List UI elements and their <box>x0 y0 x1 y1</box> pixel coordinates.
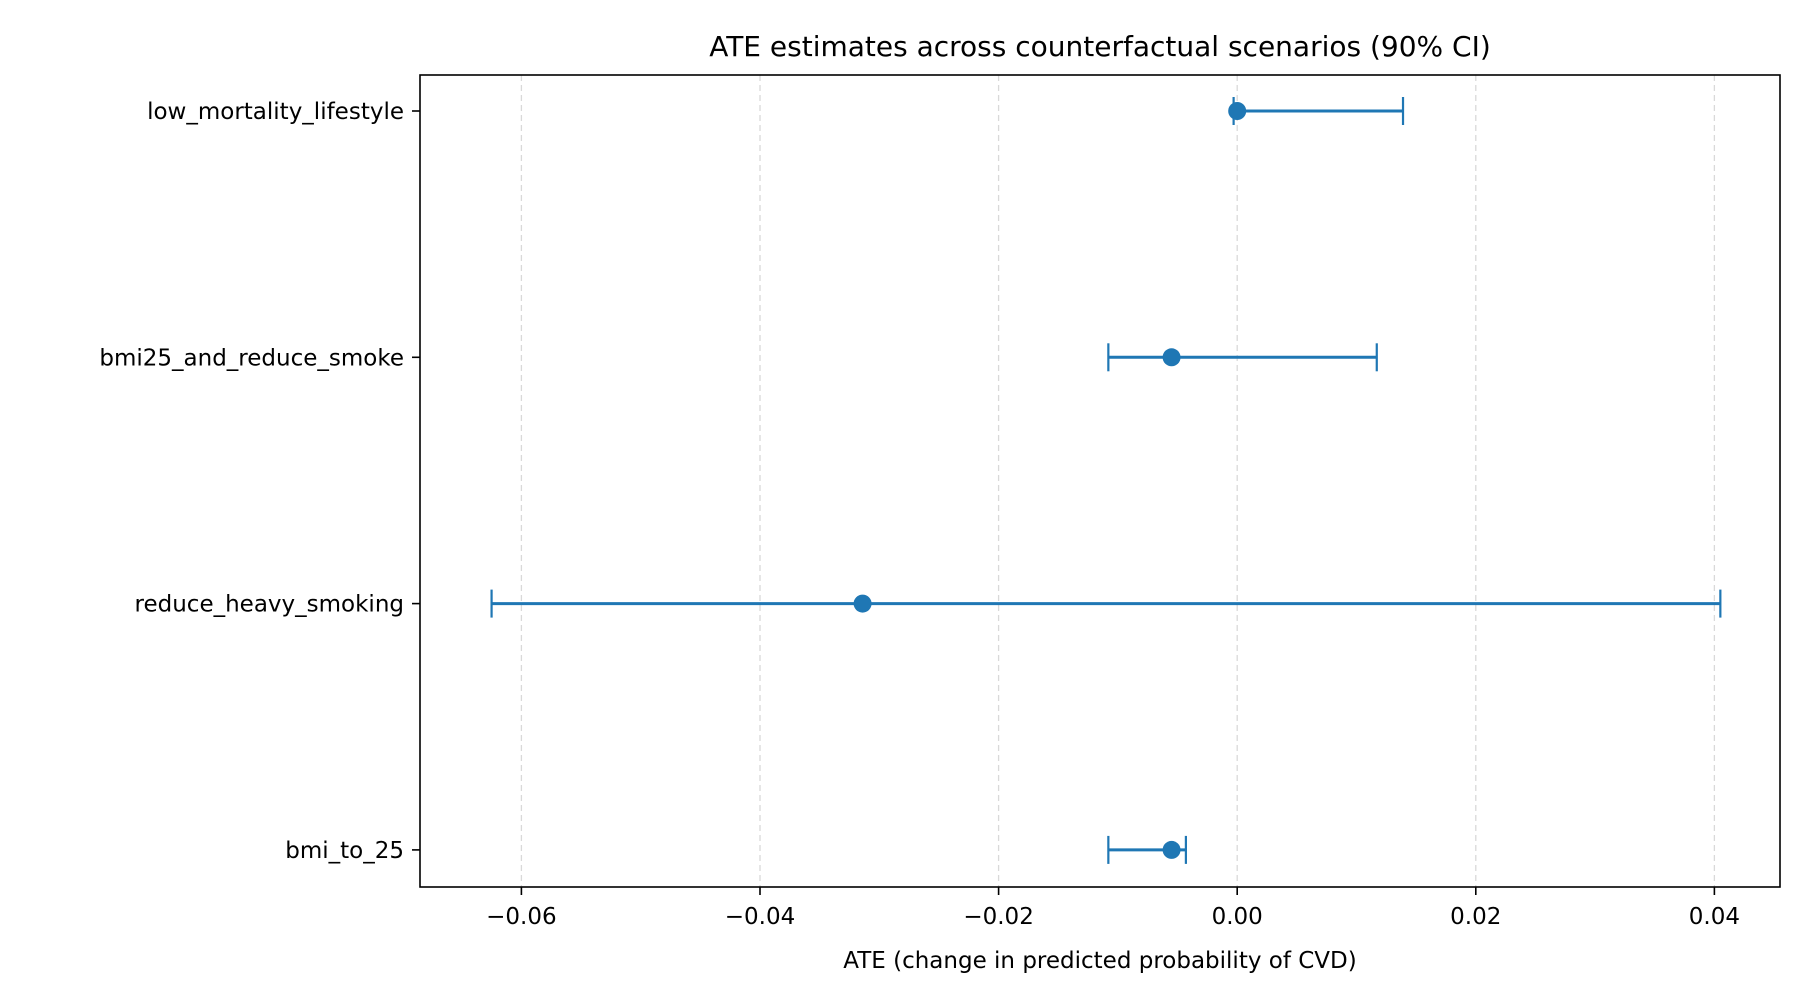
ate-point <box>1162 840 1181 859</box>
ate-point <box>853 594 872 613</box>
ate-point <box>1162 348 1181 367</box>
chart-title: ATE estimates across counterfactual scen… <box>709 30 1491 63</box>
y-tick-label: low_mortality_lifestyle <box>147 99 404 125</box>
plot-frame <box>419 74 1781 888</box>
y-tick-label: bmi_to_25 <box>285 838 404 864</box>
y-axis-ticks: low_mortality_lifestyle bmi25_and_reduce_… <box>99 99 420 864</box>
x-tick-label: −0.06 <box>486 904 556 930</box>
x-tick-label: 0.02 <box>1450 904 1501 930</box>
x-axis-label: ATE (change in predicted probability of … <box>843 948 1356 974</box>
marks-layer <box>490 97 1722 864</box>
x-tick-label: −0.04 <box>725 904 795 930</box>
x-axis-ticks: −0.06 −0.04 −0.02 0.00 0.02 0.04 <box>486 887 1740 930</box>
x-tick-label: 0.00 <box>1212 904 1263 930</box>
x-tick-label: −0.02 <box>963 904 1033 930</box>
y-tick-label: bmi25_and_reduce_smoke <box>99 345 404 371</box>
grid-layer <box>520 75 1716 887</box>
x-tick-label: 0.04 <box>1689 904 1740 930</box>
ate-point <box>1228 102 1247 120</box>
y-tick-label: reduce_heavy_smoking <box>135 592 404 618</box>
